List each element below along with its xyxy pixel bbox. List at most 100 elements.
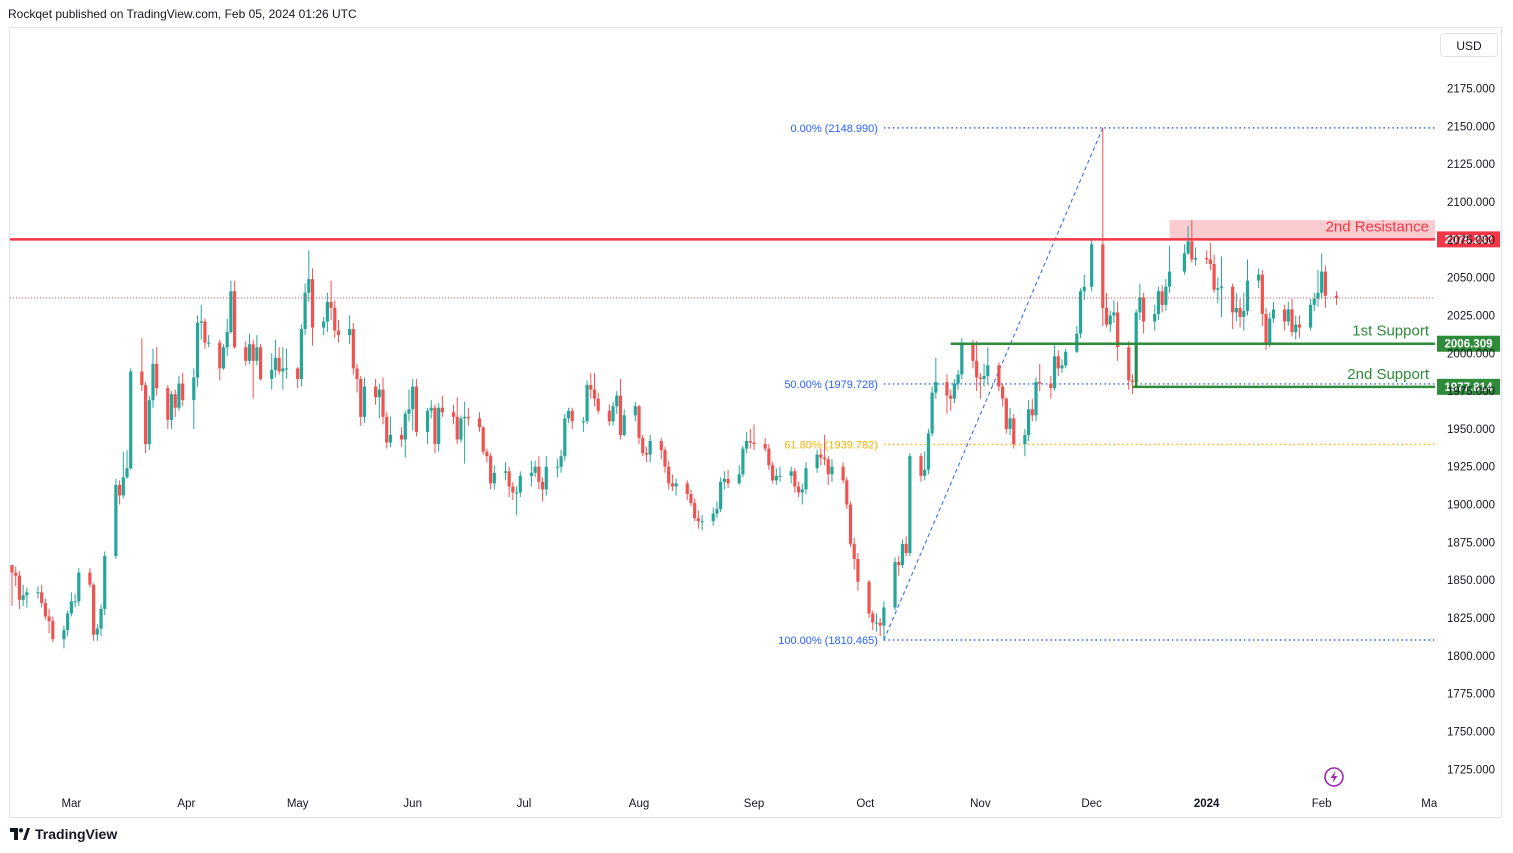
candle-body <box>1026 409 1031 435</box>
candle-down <box>14 566 18 587</box>
candle-down <box>1101 127 1105 327</box>
candle-body <box>789 471 793 476</box>
candle-up <box>273 339 278 378</box>
candle-down <box>841 462 845 484</box>
candle-body <box>555 466 559 468</box>
candle-down <box>173 389 177 417</box>
candle-body <box>845 480 849 505</box>
candle-up <box>986 347 990 384</box>
candle-body <box>1049 383 1053 389</box>
candle-up <box>192 368 196 429</box>
candle-body <box>926 433 931 470</box>
candle-body <box>622 415 626 435</box>
candle-up <box>559 450 563 473</box>
candle-down <box>451 404 456 425</box>
x-tick-label: Feb <box>1312 798 1332 810</box>
candle-body <box>1323 271 1328 296</box>
candle-down <box>381 377 385 425</box>
candle-up <box>1216 277 1220 304</box>
candle-body <box>648 441 652 455</box>
candle-body <box>882 607 886 626</box>
candle-down <box>696 510 700 529</box>
candle-body <box>674 483 678 487</box>
candle-down <box>540 477 545 502</box>
candle-body <box>930 392 934 434</box>
candle-body <box>1130 380 1135 383</box>
candle-up <box>1182 244 1187 275</box>
candle-body <box>40 592 44 603</box>
candle-body <box>1108 315 1112 325</box>
candle-down <box>770 462 775 484</box>
resistance-zone <box>1169 220 1435 240</box>
price-chart[interactable]: 0.00% (2148.990) 50.00% (1979.728) 61.80% … <box>10 28 1501 817</box>
candle-body <box>923 469 927 476</box>
candle-down <box>596 392 600 414</box>
candle-down <box>689 489 693 507</box>
candle-body <box>277 357 281 372</box>
candle-down <box>466 407 470 426</box>
candle-up <box>207 335 211 348</box>
candle-body <box>425 410 430 432</box>
candle-up <box>1034 377 1038 422</box>
candle-body <box>1127 347 1131 381</box>
x-tick-label: 2024 <box>1194 798 1220 810</box>
candle-body <box>774 475 778 481</box>
candle-body <box>121 477 125 496</box>
candle-down <box>1130 374 1135 395</box>
candle-up <box>700 515 704 531</box>
lightning-bolt-icon[interactable] <box>1323 766 1345 788</box>
chart-frame[interactable]: 0.00% (2148.990) 50.00% (1979.728) 61.80% … <box>9 27 1502 818</box>
candle-down <box>848 501 853 547</box>
candle-up <box>1245 259 1250 316</box>
candle-up <box>77 568 81 606</box>
candle-body <box>975 360 979 378</box>
candle-body <box>1286 309 1290 322</box>
candle-up <box>199 304 203 340</box>
candle-down <box>826 456 830 485</box>
candle-body <box>819 454 823 458</box>
candle-body <box>88 572 92 585</box>
candle-body <box>1282 309 1287 322</box>
candle-body <box>741 448 745 475</box>
candle-up <box>1075 326 1079 354</box>
candle-down <box>570 407 574 429</box>
y-tick-label: 1950.000 <box>1447 424 1495 436</box>
candle-up <box>407 389 411 422</box>
currency-selector[interactable]: USD <box>1440 33 1498 57</box>
candle-body <box>1182 253 1187 272</box>
tradingview-logo[interactable]: TradingView <box>10 826 117 842</box>
candle-body <box>982 375 986 379</box>
candle-down <box>92 583 96 641</box>
candle-body <box>1082 286 1086 292</box>
fib-level-label: 61.80% (1939.782) <box>784 439 878 451</box>
candle-up <box>229 280 233 334</box>
candle-body <box>641 437 645 454</box>
candle-up <box>307 250 311 302</box>
y-tick-label: 1750.000 <box>1447 726 1495 738</box>
candle-body <box>544 466 548 490</box>
candle-down <box>607 404 611 426</box>
candle-down <box>856 552 860 591</box>
candle-body <box>1064 351 1068 366</box>
candle-up <box>1108 310 1112 333</box>
y-tick-label: 1725.000 <box>1447 764 1495 776</box>
candle-body <box>203 321 207 343</box>
candle-down <box>10 565 14 606</box>
candle-body <box>225 332 229 348</box>
candle-down <box>685 480 689 501</box>
candle-body <box>181 383 185 401</box>
candle-up <box>1090 239 1094 292</box>
level-price-box <box>1437 378 1500 395</box>
candle-body <box>429 407 433 411</box>
candle-up <box>1167 245 1172 293</box>
level-price-box <box>1437 335 1500 352</box>
candle-up <box>615 391 619 414</box>
candle-body <box>852 543 856 560</box>
candle-up <box>103 551 107 615</box>
candle-body <box>514 492 519 494</box>
candle-body <box>1216 288 1220 290</box>
candle-body <box>752 442 756 445</box>
level-name-label: 2nd Support <box>1347 366 1430 383</box>
candle-body <box>533 466 537 473</box>
candle-down <box>1004 397 1008 434</box>
